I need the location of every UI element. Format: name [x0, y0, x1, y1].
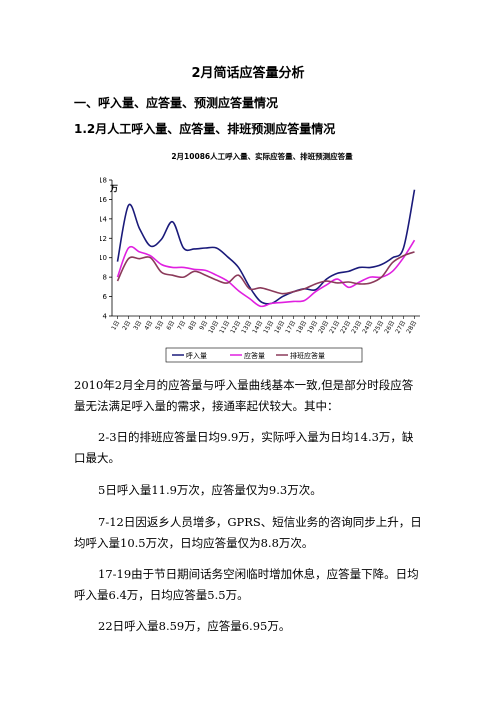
legend-label: 呼入量 — [186, 351, 207, 360]
x-tick-label: 8日 — [187, 320, 198, 332]
y-tick-label: 14 — [100, 215, 108, 223]
x-tick-label: 22日 — [339, 320, 352, 335]
x-tick-label: 19日 — [306, 320, 319, 335]
x-tick-label: 5日 — [154, 320, 165, 332]
x-tick-label: 25日 — [372, 320, 385, 335]
x-tick-label: 20日 — [317, 320, 330, 335]
y-axis-label: 万 — [109, 184, 118, 193]
x-tick-label: 12日 — [229, 320, 242, 335]
series-line-1 — [116, 189, 416, 305]
x-tick-label: 26日 — [383, 320, 396, 335]
paragraph-item: 7-12日因返乡人员增多，GPRS、短信业务的咨询同步上升，日均呼入量10.5万… — [74, 515, 422, 550]
chart-title: 2月10086人工呼入量、实际应答量、排班预测应答量 — [171, 151, 353, 161]
paragraph-item: 2-3日的排班应答量日均9.9万，实际呼入量为日均14.3万，缺口最大。 — [74, 430, 414, 465]
x-tick-label: 11日 — [218, 320, 231, 335]
x-tick-label: 16日 — [273, 320, 286, 335]
x-tick-label: 1日 — [110, 320, 121, 332]
x-tick-label: 2日 — [121, 320, 132, 332]
line-chart: 2月10086人工呼入量、实际应答量、排班预测应答量 万 4 6 8 10 12 14 16… — [100, 151, 420, 363]
paragraph-summary: 2010年2月全月的应答量与呼入量曲线基本一致,但是部分时段应答量无法满足呼入量… — [74, 378, 414, 413]
x-tick-label: 4日 — [143, 320, 154, 332]
x-tick-label: 27日 — [394, 320, 407, 335]
y-tick-label: 18 — [100, 177, 107, 185]
x-tick-label: 24日 — [361, 320, 374, 335]
x-tick-label: 3日 — [132, 320, 143, 332]
x-tick-label: 18日 — [295, 320, 308, 335]
x-tick-label: 14日 — [251, 320, 264, 335]
x-tick-label: 10日 — [207, 320, 220, 335]
page-title: 2月简话应答量分析 — [191, 66, 305, 81]
series-line-2 — [116, 239, 416, 308]
x-tick-label: 6日 — [165, 320, 176, 332]
x-tick-label: 7日 — [176, 320, 187, 332]
legend-label: 应答量 — [244, 351, 265, 360]
x-tick-label: 13日 — [240, 320, 253, 335]
x-tick-label: 17日 — [284, 320, 297, 335]
section-heading: 一、呼入量、应答量、预测应答量情况 — [74, 96, 279, 110]
x-tick-label: 28日 — [405, 320, 418, 335]
chart-legend: 呼入量 应答量 排班应答量 — [165, 347, 363, 363]
paragraph-item: 17-19由于节日期间话务空闲临时增加休息，应答量下降。日均呼入量6.4万，日均… — [74, 567, 419, 602]
y-tick-label: 12 — [100, 235, 107, 243]
paragraph-item: 22日呼入量8.59万，应答量6.95万。 — [98, 619, 291, 633]
series-line-3 — [116, 251, 415, 295]
y-tick-label: 10 — [100, 254, 107, 262]
y-tick-label: 16 — [100, 196, 108, 204]
y-tick-label: 8 — [103, 274, 107, 282]
legend-label: 排班应答量 — [290, 351, 325, 360]
subsection-heading: 1.2月人工呼入量、应答量、排班预测应答量情况 — [74, 122, 336, 136]
x-tick-label: 21日 — [328, 320, 341, 335]
x-tick-label: 9日 — [198, 320, 209, 332]
x-tick-label: 23日 — [350, 320, 363, 335]
x-tick-label: 15日 — [262, 320, 275, 335]
y-tick-label: 4 — [103, 313, 108, 321]
chart-series — [116, 189, 416, 308]
legend-box — [165, 347, 363, 363]
chart-axes: 4 6 8 10 12 14 16 18 1日 2日 3日 4日 5日 6日 7日 8日 9日10日11日12日… — [100, 177, 420, 335]
y-tick-label: 6 — [103, 293, 108, 301]
paragraph-item: 5日呼入量11.9万次，应答量仅为9.3万次。 — [98, 483, 322, 497]
